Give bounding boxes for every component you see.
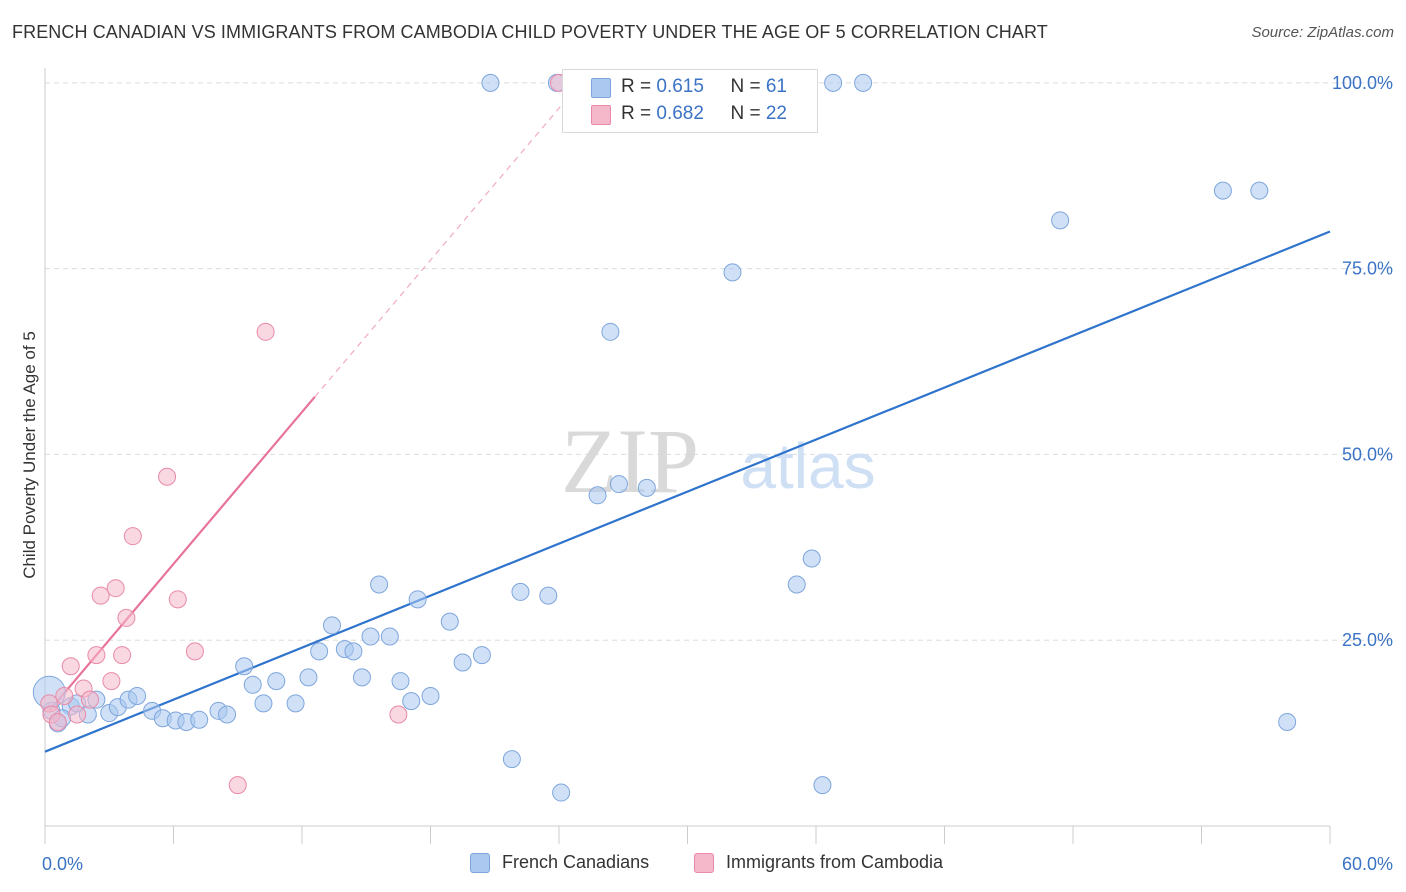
data-point-french-canadians	[391, 672, 410, 691]
data-point-french-canadians	[286, 694, 305, 713]
data-point-french-canadians	[601, 322, 620, 341]
data-point-cambodia	[168, 590, 187, 609]
legend-item-cambodia: Immigrants from Cambodia	[694, 852, 943, 873]
data-point-french-canadians	[511, 582, 530, 601]
data-point-cambodia	[61, 657, 80, 676]
trend-line-cambodia	[48, 396, 316, 712]
data-point-french-canadians	[787, 575, 806, 594]
legend-n-value: 22	[765, 103, 787, 124]
data-point-french-canadians	[243, 675, 262, 694]
legend-swatch-blue	[591, 78, 611, 98]
legend-n-label: N =	[730, 76, 766, 97]
data-point-french-canadians	[1250, 181, 1269, 200]
trend-line-cambodia-extension	[314, 82, 581, 398]
watermark: ZIP atlas	[561, 410, 876, 512]
data-point-cambodia	[80, 690, 99, 709]
data-point-french-canadians	[310, 642, 329, 661]
data-point-french-canadians	[588, 486, 607, 505]
data-point-french-canadians	[299, 668, 318, 687]
tick-labels: 25.0% 50.0% 75.0% 100.0% 0.0% 60.0%	[42, 73, 1393, 874]
data-point-french-canadians	[609, 475, 628, 494]
data-point-french-canadians	[472, 646, 491, 665]
data-point-french-canadians	[453, 653, 472, 672]
chart-title: FRENCH CANADIAN VS IMMIGRANTS FROM CAMBO…	[12, 22, 1048, 42]
x-tick-label: 60.0%	[1342, 854, 1393, 874]
legend-n-value: 61	[765, 76, 787, 97]
legend-label-cambodia: Immigrants from Cambodia	[726, 852, 944, 872]
data-point-french-canadians	[267, 672, 286, 691]
data-point-french-canadians	[723, 263, 742, 282]
data-point-french-canadians	[361, 627, 380, 646]
data-point-cambodia	[68, 705, 87, 724]
data-point-french-canadians	[408, 590, 427, 609]
data-point-french-canadians	[190, 710, 209, 729]
y-tick-label: 50.0%	[1342, 444, 1393, 464]
legend-row-blue: R = 0.615 N = 61	[621, 76, 787, 98]
data-point-french-canadians	[1051, 211, 1070, 230]
data-point-french-canadians	[802, 549, 821, 568]
trend-line-french-canadians	[44, 230, 1331, 753]
legend-swatch-cambodia	[694, 852, 714, 873]
data-points	[32, 73, 1297, 802]
data-point-french-canadians	[128, 686, 147, 705]
data-point-french-canadians	[402, 692, 421, 711]
legend-swatch-french-canadians	[470, 852, 490, 873]
data-point-cambodia	[117, 608, 136, 627]
x-tick-label: 0.0%	[42, 854, 83, 874]
data-point-cambodia	[106, 579, 125, 598]
data-point-cambodia	[91, 586, 110, 605]
data-point-cambodia	[102, 672, 121, 691]
data-point-cambodia	[113, 646, 132, 665]
grid-lines	[45, 82, 1395, 641]
data-point-cambodia	[256, 322, 275, 341]
y-tick-label: 75.0%	[1342, 259, 1393, 279]
y-tick-label: 100.0%	[1332, 73, 1393, 93]
data-point-french-canadians	[440, 612, 459, 631]
watermark-zip: ZIP	[561, 410, 699, 512]
source-label: Source: ZipAtlas.com	[1251, 24, 1394, 41]
data-point-french-canadians	[421, 686, 440, 705]
legend-r-value: 0.615	[656, 76, 704, 97]
data-point-french-canadians	[235, 657, 254, 676]
data-point-french-canadians	[1213, 181, 1232, 200]
legend-r-label: R =	[621, 103, 657, 124]
data-point-cambodia	[389, 705, 408, 724]
data-point-cambodia	[87, 646, 106, 665]
series-legend: French Canadians Immigrants from Cambodi…	[0, 852, 1406, 878]
data-point-cambodia	[158, 467, 177, 486]
data-point-french-canadians	[637, 478, 656, 497]
data-point-french-canadians	[352, 668, 371, 687]
data-point-french-canadians	[322, 616, 341, 635]
axes	[44, 68, 1331, 844]
data-point-french-canadians	[481, 73, 500, 92]
data-point-french-canadians	[502, 750, 521, 769]
data-point-cambodia	[228, 776, 247, 795]
data-point-french-canadians	[824, 73, 843, 92]
legend-swatch-pink	[591, 105, 611, 125]
data-point-french-canadians	[854, 73, 873, 92]
data-point-french-canadians	[1278, 712, 1297, 731]
y-tick-label: 25.0%	[1342, 630, 1393, 650]
data-point-french-canadians	[254, 694, 273, 713]
data-point-french-canadians	[539, 586, 558, 605]
legend-item-french-canadians: French Canadians	[470, 852, 649, 873]
legend-label-french-canadians: French Canadians	[502, 852, 650, 872]
data-point-cambodia	[185, 642, 204, 661]
watermark-atlas: atlas	[740, 430, 875, 502]
data-point-french-canadians	[552, 783, 571, 802]
data-point-french-canadians	[218, 705, 237, 724]
data-point-french-canadians	[813, 776, 832, 795]
legend-r-value: 0.682	[656, 103, 704, 124]
data-point-cambodia	[123, 527, 142, 546]
data-point-french-canadians	[380, 627, 399, 646]
correlation-legend: R = 0.615 N = 61 R = 0.682 N = 22	[562, 69, 818, 133]
data-point-cambodia	[55, 686, 74, 705]
data-point-french-canadians	[344, 642, 363, 661]
legend-n-label: N =	[730, 103, 766, 124]
legend-r-label: R =	[621, 76, 657, 97]
data-point-french-canadians	[370, 575, 389, 594]
legend-row-pink: R = 0.682 N = 22	[621, 103, 787, 125]
data-point-cambodia	[48, 712, 67, 731]
